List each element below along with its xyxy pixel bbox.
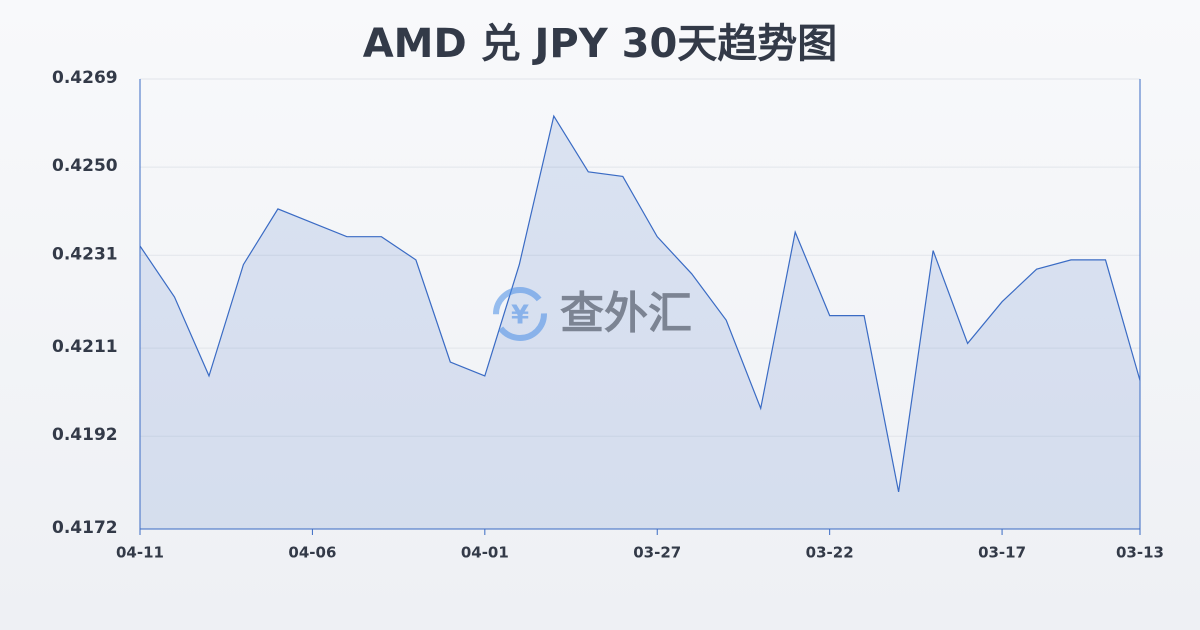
x-tick-label: 03-17 [978, 544, 1026, 562]
area-fill [140, 116, 1140, 529]
plot: 0.4172 0.4192 0.4211 0.4231 0.4250 0.4269 04-1… [52, 68, 1164, 562]
x-tick-label: 04-11 [116, 544, 164, 562]
x-tick-label: 03-22 [806, 544, 854, 562]
x-tick-label: 04-01 [461, 544, 509, 562]
watermark-text: 查外汇 [560, 288, 692, 339]
chart-title: AMD 兑 JPY 30天趋势图 [363, 21, 838, 67]
y-tick-label: 0.4250 [52, 156, 118, 176]
x-tick-label: 03-27 [633, 544, 681, 562]
line [139, 114, 1141, 493]
watermark-icon [493, 287, 547, 341]
y-tick-label: 0.4192 [52, 425, 118, 445]
x-tick-label: 04-06 [288, 544, 336, 562]
y-tick-label: 0.4172 [52, 518, 118, 538]
x-tick-label: 03-13 [1116, 544, 1164, 562]
watermark: ¥ 查外汇 [493, 287, 692, 341]
watermark-icon-symbol: ¥ [511, 301, 529, 331]
y-tick-label: 0.4211 [52, 337, 118, 357]
y-tick-label: 0.4231 [52, 244, 118, 264]
y-tick-label: 0.4269 [52, 68, 118, 88]
